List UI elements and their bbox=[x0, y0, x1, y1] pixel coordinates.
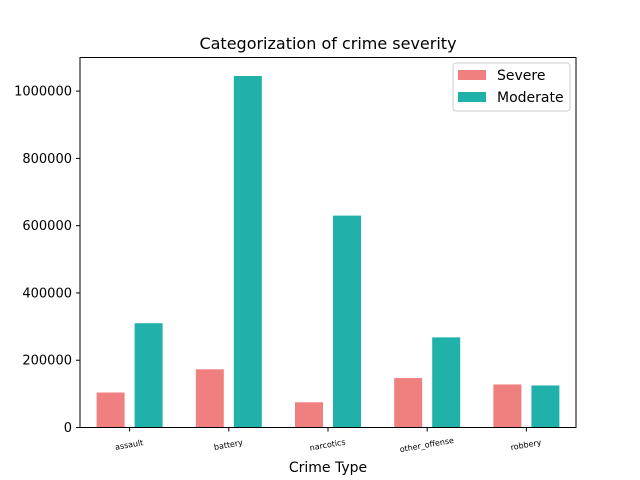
y-tick-label: 1000000 bbox=[14, 85, 72, 100]
y-tick-label: 600000 bbox=[22, 219, 72, 234]
legend-label-moderate: Moderate bbox=[497, 90, 564, 106]
chart-title: Categorization of crime severity bbox=[199, 34, 456, 53]
y-tick-label: 0 bbox=[64, 421, 72, 436]
plot-frame bbox=[79, 57, 577, 428]
legend-swatch-moderate bbox=[458, 92, 486, 102]
bar-moderate-narcotics bbox=[333, 215, 361, 428]
y-tick-label: 400000 bbox=[22, 286, 72, 301]
x-axis: assault battery narcotics other_offense robb… bbox=[114, 427, 542, 454]
x-tick-label: other_offense bbox=[399, 436, 455, 454]
y-tick-label: 800000 bbox=[22, 152, 72, 167]
legend-label-severe: Severe bbox=[497, 68, 545, 84]
y-tick-label: 200000 bbox=[22, 354, 72, 369]
bar-moderate-other-offense bbox=[432, 337, 461, 428]
x-tick-label: robbery bbox=[510, 438, 542, 452]
bar-moderate-battery bbox=[233, 76, 262, 428]
bar-severe-narcotics bbox=[295, 402, 323, 428]
x-tick-label: battery bbox=[213, 438, 244, 452]
bar-severe-other-offense bbox=[394, 378, 423, 428]
bar-severe-assault bbox=[96, 392, 125, 428]
x-tick-label: assault bbox=[114, 438, 144, 452]
bar-moderate-robbery bbox=[531, 385, 560, 428]
x-tick-label: narcotics bbox=[309, 437, 346, 452]
legend-swatch-severe bbox=[458, 70, 486, 80]
bars-group bbox=[96, 76, 560, 428]
legend: Severe Moderate bbox=[452, 62, 571, 112]
bar-moderate-assault bbox=[134, 323, 163, 428]
x-axis-title: Crime Type bbox=[289, 460, 367, 476]
y-axis: 0 200000 400000 600000 800000 1000000 bbox=[14, 85, 80, 436]
bar-severe-robbery bbox=[493, 384, 522, 428]
bar-severe-battery bbox=[195, 369, 224, 428]
